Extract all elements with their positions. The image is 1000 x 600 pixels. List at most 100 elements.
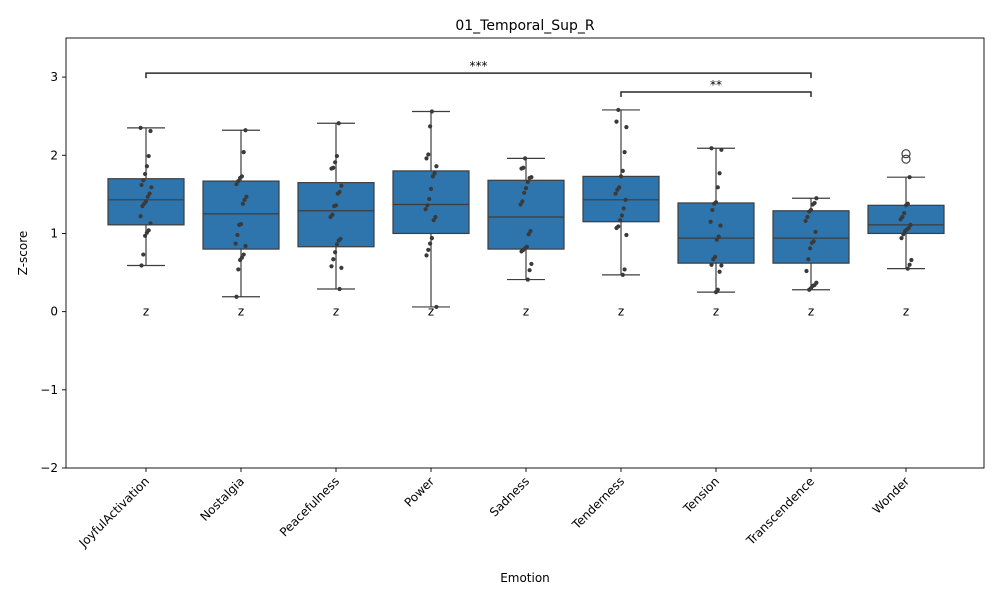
data-point (620, 168, 625, 174)
data-point (241, 150, 246, 155)
data-point (715, 185, 720, 190)
x-tick-label: Sadness (487, 474, 532, 519)
data-point (899, 236, 904, 241)
data-point (623, 197, 628, 202)
data-point (710, 207, 715, 213)
outlier-point (901, 154, 911, 164)
plot-frame (65, 37, 985, 469)
data-point (141, 178, 146, 183)
data-point (909, 257, 914, 263)
data-point (717, 171, 722, 176)
z-marker: z (618, 305, 624, 319)
box-iqr (297, 182, 375, 248)
chart-title: 01_Temporal_Sup_R (455, 18, 595, 34)
data-point (903, 203, 909, 208)
x-tick-label: Tension (680, 474, 722, 516)
data-point (233, 241, 238, 246)
data-point (331, 257, 336, 262)
y-tick-label: 3 (50, 70, 58, 84)
data-point (140, 203, 145, 209)
data-point (428, 241, 433, 246)
data-point (241, 252, 246, 257)
data-point (519, 249, 524, 254)
data-point (243, 128, 248, 133)
data-point (334, 153, 339, 159)
data-point (339, 183, 344, 188)
box-iqr (772, 210, 850, 264)
significance-label: ** (710, 78, 722, 92)
data-point (333, 160, 338, 165)
data-point (804, 268, 809, 274)
data-point (144, 230, 149, 235)
z-marker: z (428, 305, 434, 319)
data-point (905, 266, 910, 271)
z-marker: z (808, 305, 814, 319)
data-point (713, 289, 719, 295)
data-point (434, 164, 439, 169)
data-point (434, 304, 439, 310)
data-point (714, 237, 720, 242)
x-tick-label: Tenderness (569, 474, 627, 532)
data-point (624, 232, 629, 238)
data-point (336, 121, 341, 126)
data-point (332, 203, 337, 209)
data-point (147, 191, 152, 196)
significance-bracket (620, 91, 812, 97)
data-point (613, 191, 618, 196)
data-point (709, 146, 714, 151)
data-point (141, 252, 146, 257)
data-point (529, 261, 534, 267)
data-point (333, 250, 338, 255)
data-point (139, 263, 144, 268)
z-marker: z (238, 305, 244, 319)
data-point (522, 190, 527, 195)
data-point (144, 164, 149, 169)
data-point (238, 175, 243, 181)
data-point (709, 262, 714, 267)
x-tick-label: JoyfulActivation (76, 474, 153, 551)
data-point (717, 269, 722, 274)
data-point (234, 294, 239, 299)
data-point (426, 152, 431, 157)
data-point (523, 156, 528, 161)
z-marker: z (523, 305, 529, 319)
data-point (429, 236, 434, 241)
y-tick-label: −1 (40, 383, 58, 397)
data-point (806, 257, 811, 262)
outlier-point (901, 149, 911, 159)
x-tick-label: Transcendence (743, 474, 817, 548)
data-point (430, 174, 435, 179)
data-point (244, 194, 249, 199)
data-point (901, 232, 906, 237)
data-point (329, 166, 334, 171)
data-point (902, 211, 907, 216)
x-tick-label: Power (402, 474, 438, 510)
data-point (339, 265, 344, 270)
x-tick-label: Wonder (870, 474, 913, 517)
data-point (527, 175, 532, 181)
data-point (237, 222, 242, 227)
x-tick-label: Nostalgia (197, 474, 247, 524)
data-point (711, 257, 716, 262)
data-point (807, 209, 812, 214)
data-point (424, 253, 429, 258)
data-point (807, 287, 812, 292)
box-iqr (392, 170, 470, 235)
data-point (242, 197, 247, 202)
data-point (907, 175, 912, 180)
z-marker: z (903, 305, 909, 319)
data-point (719, 263, 724, 268)
data-point (429, 109, 434, 114)
z-marker: z (713, 305, 719, 319)
data-point (618, 218, 623, 223)
data-point (718, 223, 723, 228)
data-point (139, 182, 144, 188)
data-point (805, 214, 810, 220)
data-point (525, 277, 530, 282)
data-point (618, 174, 624, 179)
data-point (424, 156, 429, 161)
data-point (808, 246, 813, 251)
data-point (908, 222, 913, 227)
x-axis-label: Emotion (500, 571, 550, 585)
